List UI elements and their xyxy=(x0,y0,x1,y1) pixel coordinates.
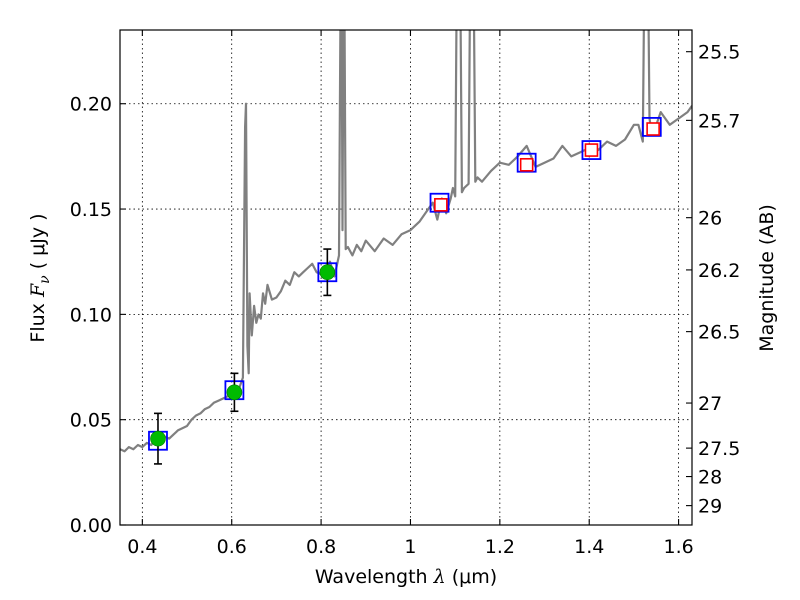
y2-tick-label-7: 28 xyxy=(698,467,722,489)
spectrum-layer xyxy=(120,30,692,453)
y-axis-title: Flux Fν ( μJy ) xyxy=(27,213,53,342)
detection-point-1 xyxy=(226,384,243,401)
y2-axis-title: Magnitude (AB) xyxy=(756,204,778,352)
y-axis-nu-subscript: ν xyxy=(37,275,53,284)
near-ir-point-3 xyxy=(646,122,660,136)
y-axis-f-symbol: F xyxy=(27,283,49,298)
y2-tick-label-6: 27.5 xyxy=(698,438,740,460)
tick-labels: 0.4 0.6 0.8 1 1.2 1.4 1.6 0.00 0.05 0.10 0.15 0.20 2… xyxy=(70,42,741,558)
x-tick-label-2: 0.8 xyxy=(306,536,336,558)
x-tick-label-6: 1.6 xyxy=(663,536,693,558)
marker-layer xyxy=(148,116,662,465)
y2-tick-label-0: 25.5 xyxy=(698,42,740,64)
model-photometry-point-6 xyxy=(641,116,662,137)
x-axis-title: Wavelength λ (μm) xyxy=(315,566,497,588)
grid-lines xyxy=(120,30,692,526)
x-tick-label-0: 0.4 xyxy=(127,536,157,558)
y2-tick-label-8: 29 xyxy=(698,496,722,518)
near-ir-point-2 xyxy=(584,143,599,157)
y-tick-label-1: 0.05 xyxy=(70,410,112,432)
y2-tick-label-4: 26.5 xyxy=(698,322,740,344)
near-ir-point-0 xyxy=(434,198,448,212)
x-axis-title-prefix: Wavelength xyxy=(315,566,434,588)
detection-point-0 xyxy=(150,430,166,447)
y2-tick-label-5: 27 xyxy=(698,393,722,415)
model-photometry-point-4 xyxy=(516,152,537,173)
y2-tick-label-2: 26 xyxy=(698,208,722,230)
y-tick-label-4: 0.20 xyxy=(70,94,112,116)
x-axis-lambda-symbol: λ xyxy=(433,566,446,588)
x-tick-label-1: 0.6 xyxy=(217,536,247,558)
y-tick-label-3: 0.15 xyxy=(70,199,112,221)
x-tick-label-4: 1.2 xyxy=(485,536,515,558)
y-axis-unit: ( μJy ) xyxy=(27,213,49,275)
spectrum-line xyxy=(120,30,692,453)
y-axis-title-prefix: Flux xyxy=(27,297,49,343)
plot-frame xyxy=(119,29,693,526)
x-tick-label-5: 1.4 xyxy=(574,536,604,558)
model-photometry-point-5 xyxy=(581,140,602,160)
x-axis-unit: (μm) xyxy=(446,566,497,588)
near-ir-point-1 xyxy=(519,158,534,172)
y2-tick-label-1: 25.7 xyxy=(698,110,740,132)
detection-point-2 xyxy=(319,264,336,281)
y2-tick-label-3: 26.2 xyxy=(698,260,740,282)
model-photometry-point-3 xyxy=(429,192,450,213)
y-tick-label-2: 0.10 xyxy=(70,304,112,326)
x-tick-label-3: 1 xyxy=(404,536,416,558)
y-tick-label-0: 0.00 xyxy=(70,515,112,537)
axis-ticks xyxy=(120,30,692,526)
